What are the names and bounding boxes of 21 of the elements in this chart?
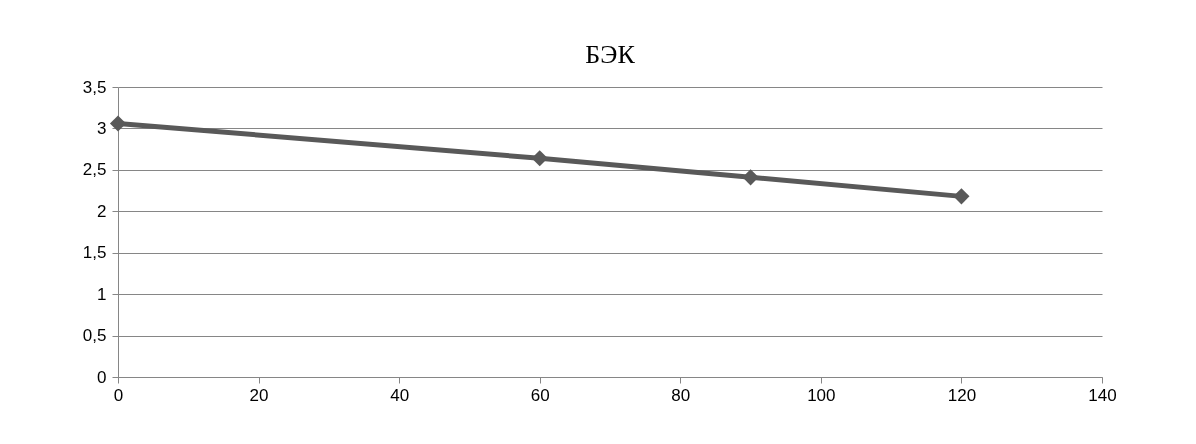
x-tick-label: 80 xyxy=(671,385,691,405)
point xyxy=(531,150,548,167)
x-tick-label: 120 xyxy=(947,385,977,405)
x-tick-label: 60 xyxy=(530,385,550,405)
chart-title: БЭК xyxy=(585,40,636,69)
point xyxy=(109,115,127,132)
y-tick-label: 0 xyxy=(97,367,107,387)
y-tick-label: 1 xyxy=(97,284,107,304)
x-tick-label: 100 xyxy=(807,385,836,405)
y-tick-label: 2 xyxy=(97,201,107,221)
y-tick-label: 1,5 xyxy=(82,243,107,263)
x-tick-label: 0 xyxy=(113,385,124,405)
x-tick-label: 20 xyxy=(249,385,269,405)
y-tick-label: 2,5 xyxy=(82,160,107,180)
point xyxy=(953,188,970,205)
y-tick-label: 3,5 xyxy=(82,77,107,97)
y-tick-label: 0,5 xyxy=(82,326,107,346)
y-tick-label: 3 xyxy=(97,118,107,138)
point xyxy=(742,169,759,186)
x-tick-label: 40 xyxy=(390,385,410,405)
x-tick-label: 140 xyxy=(1088,385,1117,405)
